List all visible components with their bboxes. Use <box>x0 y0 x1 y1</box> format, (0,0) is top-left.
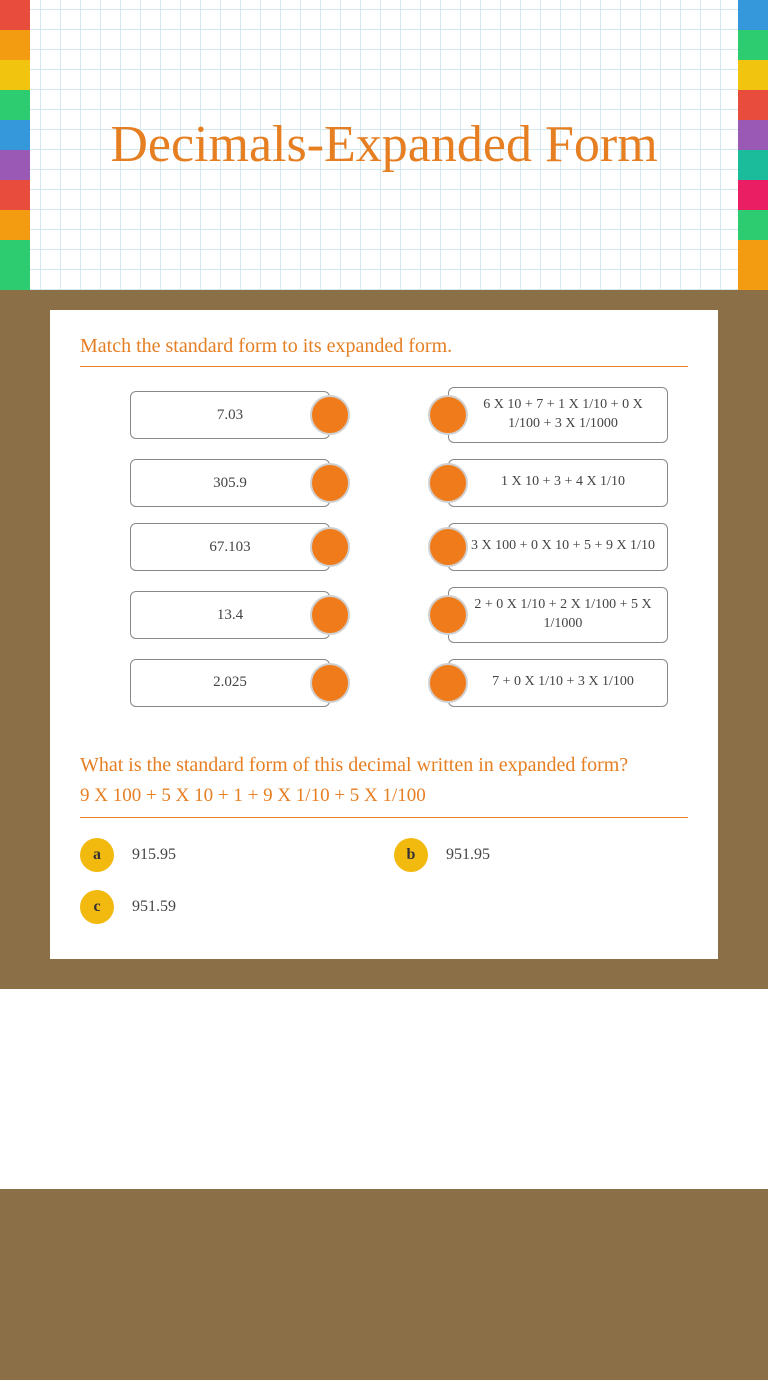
match-left-item[interactable]: 2.025 <box>130 659 350 707</box>
connector-dot[interactable] <box>428 595 468 635</box>
mc-answer-text: 951.95 <box>446 846 490 864</box>
connector-dot[interactable] <box>428 395 468 435</box>
match-row: 2.025 7 + 0 X 1/10 + 3 X 1/100 <box>80 659 688 707</box>
matching-area: 7.03 6 X 10 + 7 + 1 X 1/10 + 0 X 1/100 +… <box>80 387 688 707</box>
standard-form-box: 67.103 <box>130 523 330 571</box>
match-row: 305.9 1 X 10 + 3 + 4 X 1/10 <box>80 459 688 507</box>
connector-dot[interactable] <box>428 463 468 503</box>
match-left-item[interactable]: 13.4 <box>130 587 350 643</box>
match-right-item[interactable]: 6 X 10 + 7 + 1 X 1/10 + 0 X 1/100 + 3 X … <box>428 387 668 443</box>
match-row: 67.103 3 X 100 + 0 X 10 + 5 + 9 X 1/10 <box>80 523 688 571</box>
match-right-item[interactable]: 7 + 0 X 1/10 + 3 X 1/100 <box>428 659 668 707</box>
matching-prompt: Match the standard form to its expanded … <box>80 335 688 367</box>
standard-form-box: 7.03 <box>130 391 330 439</box>
header-banner: Decimals-Expanded Form <box>0 0 768 290</box>
mc-answer-text: 951.59 <box>132 898 176 916</box>
connector-dot[interactable] <box>428 527 468 567</box>
mc-letter: b <box>394 838 428 872</box>
match-right-item[interactable]: 3 X 100 + 0 X 10 + 5 + 9 X 1/10 <box>428 523 668 571</box>
bottom-whitespace <box>0 989 768 1189</box>
expanded-form-box: 6 X 10 + 7 + 1 X 1/10 + 0 X 1/100 + 3 X … <box>448 387 668 443</box>
match-left-item[interactable]: 67.103 <box>130 523 350 571</box>
expanded-form-box: 3 X 100 + 0 X 10 + 5 + 9 X 1/10 <box>448 523 668 571</box>
connector-dot[interactable] <box>428 663 468 703</box>
mc-expression: 9 X 100 + 5 X 10 + 1 + 9 X 1/10 + 5 X 1/… <box>80 785 688 818</box>
connector-dot[interactable] <box>310 463 350 503</box>
standard-form-box: 2.025 <box>130 659 330 707</box>
expanded-form-box: 7 + 0 X 1/10 + 3 X 1/100 <box>448 659 668 707</box>
match-left-item[interactable]: 305.9 <box>130 459 350 507</box>
connector-dot[interactable] <box>310 527 350 567</box>
match-left-item[interactable]: 7.03 <box>130 387 350 443</box>
match-row: 13.4 2 + 0 X 1/10 + 2 X 1/100 + 5 X 1/10… <box>80 587 688 643</box>
standard-form-box: 305.9 <box>130 459 330 507</box>
mc-answer-text: 915.95 <box>132 846 176 864</box>
page-title: Decimals-Expanded Form <box>110 115 657 175</box>
match-right-item[interactable]: 2 + 0 X 1/10 + 2 X 1/100 + 5 X 1/1000 <box>428 587 668 643</box>
mc-option-b[interactable]: b 951.95 <box>394 838 688 872</box>
match-right-item[interactable]: 1 X 10 + 3 + 4 X 1/10 <box>428 459 668 507</box>
mc-option-a[interactable]: a 915.95 <box>80 838 374 872</box>
standard-form-box: 13.4 <box>130 591 330 639</box>
connector-dot[interactable] <box>310 595 350 635</box>
mc-letter: a <box>80 838 114 872</box>
mc-option-c[interactable]: c 951.59 <box>80 890 374 924</box>
expanded-form-box: 1 X 10 + 3 + 4 X 1/10 <box>448 459 668 507</box>
mc-letter: c <box>80 890 114 924</box>
connector-dot[interactable] <box>310 663 350 703</box>
connector-dot[interactable] <box>310 395 350 435</box>
worksheet-card: Match the standard form to its expanded … <box>50 310 718 959</box>
mc-options: a 915.95 b 951.95 c 951.59 <box>80 838 688 924</box>
match-row: 7.03 6 X 10 + 7 + 1 X 1/10 + 0 X 1/100 +… <box>80 387 688 443</box>
mc-prompt: What is the standard form of this decima… <box>80 752 688 779</box>
expanded-form-box: 2 + 0 X 1/10 + 2 X 1/100 + 5 X 1/1000 <box>448 587 668 643</box>
